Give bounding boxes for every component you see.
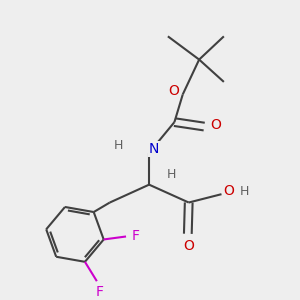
- Text: H: H: [167, 168, 176, 181]
- Text: N: N: [149, 142, 159, 156]
- Text: O: O: [211, 118, 222, 132]
- Text: H: H: [113, 140, 123, 152]
- Text: O: O: [183, 239, 194, 253]
- Text: O: O: [224, 184, 234, 198]
- Text: O: O: [168, 83, 179, 98]
- Text: F: F: [132, 230, 140, 244]
- Text: F: F: [95, 285, 103, 298]
- Text: H: H: [240, 185, 249, 198]
